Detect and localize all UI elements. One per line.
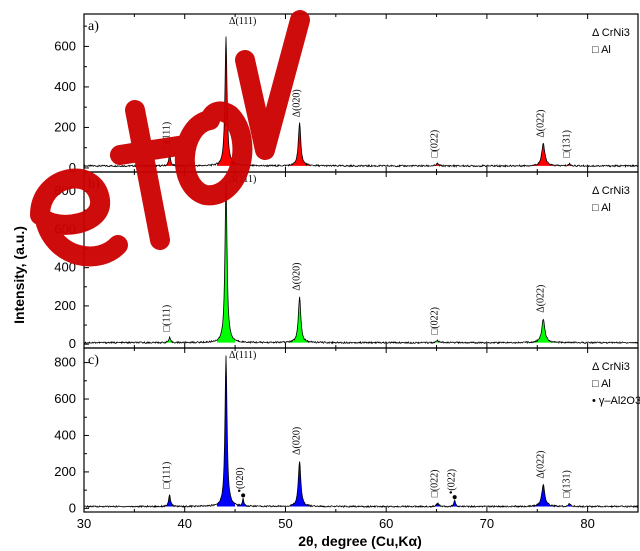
peak-label: □(022) (430, 470, 441, 498)
peak-fill (428, 340, 447, 343)
y-tick-label: 200 (54, 119, 76, 134)
peak-fill (162, 154, 178, 166)
peak-fill (529, 484, 557, 507)
y-tick-label: 400 (54, 427, 76, 442)
peak-label: Δ(111) (229, 350, 256, 361)
peak-label: Δ(022) (535, 110, 546, 138)
peak-fill (288, 123, 311, 166)
y-tick-label: 400 (54, 260, 76, 275)
x-tick-label: 70 (480, 516, 494, 531)
peak-fill (560, 503, 579, 507)
peak-fill (162, 337, 178, 343)
y-tick-label: 0 (69, 336, 76, 351)
x-tick-label: 60 (379, 516, 393, 531)
peak-fill (237, 498, 250, 507)
legend-entry: □ Al (592, 202, 611, 214)
peak-label: Δ(022) (535, 285, 546, 313)
y-tick-label: 0 (69, 500, 76, 515)
peak-fill (216, 36, 236, 166)
peak-fill (428, 503, 447, 507)
xrd-trace (84, 355, 639, 509)
peak-label: □(111) (162, 122, 173, 149)
watermark-logo (30, 10, 310, 267)
panel-label: c) (88, 353, 99, 368)
xrd-trace (83, 181, 639, 345)
peak-fill (448, 500, 461, 507)
dot-marker (452, 495, 457, 500)
peak-fill (216, 355, 236, 507)
legend-entry: □ Al (592, 44, 611, 56)
peak-label: □(131) (562, 130, 573, 158)
legend-entry: Δ CrNi3 (592, 27, 630, 39)
x-axis: 30 40 50 60 70 80 (77, 516, 595, 531)
dot-marker (241, 493, 246, 498)
x-tick-label: 80 (580, 516, 594, 531)
peak-label: □(022) (430, 307, 441, 335)
x-tick-label: 30 (77, 516, 91, 531)
peak-fill (288, 296, 311, 343)
y-tick-label: 600 (54, 38, 76, 53)
peak-label: □(131) (562, 470, 573, 498)
peak-fill (428, 163, 447, 166)
peak-label: Δ(020) (292, 89, 303, 117)
panels-layer: 0 200 400 600 □(111) Δ(111) Δ(020) □(022) Δ(022)… (54, 13, 640, 515)
panel-2: 0200400600800□(111)Δ(111)Δ(020)□(022)Δ(0… (54, 171, 639, 351)
y-tick-label: 200 (54, 464, 76, 479)
peak-label: □(111) (162, 462, 173, 489)
peak-label: •(020) (235, 467, 246, 492)
y-tick-label: 600 (54, 391, 76, 406)
peak-fill (529, 143, 557, 166)
legend-entry: Δ CrNi3 (592, 361, 630, 373)
legend-entry: □ Al (592, 378, 611, 390)
legend-entry: Δ CrNi3 (592, 185, 630, 197)
peak-label: Δ(020) (292, 263, 303, 291)
panel-3: 0 200 400 600 800 □(111) Δ(111) •(020) Δ(020) □(0… (54, 347, 640, 515)
peak-label: □(111) (162, 305, 173, 332)
y-tick-label: 800 (54, 355, 76, 370)
peak-fill (288, 461, 311, 507)
peak-label: Δ(022) (535, 451, 546, 479)
peak-fill (529, 318, 557, 343)
y-tick-label: 400 (54, 79, 76, 94)
x-tick-label: 40 (177, 516, 191, 531)
peak-label: □(022) (430, 130, 441, 158)
peak-label: •(022) (447, 469, 458, 494)
y-axis-title: Intensity, (a.u.) (11, 226, 27, 324)
peak-fill (560, 163, 579, 166)
x-tick-label: 50 (278, 516, 292, 531)
peak-fill (162, 494, 178, 507)
y-tick-label: 200 (54, 298, 76, 313)
panel-frame (83, 347, 639, 513)
legend-entry: • γ–Al2O3 (592, 395, 640, 407)
peak-label: Δ(111) (229, 16, 256, 27)
panel-label: a) (88, 19, 99, 34)
x-axis-title: 2θ, degree (Cu,Kα) (298, 533, 422, 549)
peak-fill (216, 181, 236, 343)
peak-label: Δ(020) (292, 427, 303, 455)
y-tick-label: 0 (69, 160, 76, 175)
